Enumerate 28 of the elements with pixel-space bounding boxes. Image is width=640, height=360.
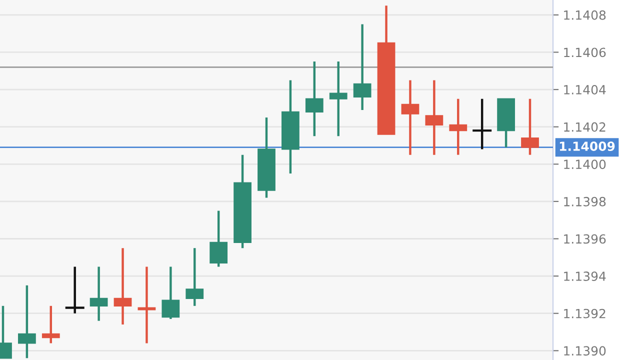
candlestick (425, 79, 444, 156)
y-tick-label: 1.1400 (564, 160, 606, 170)
y-tick-label: 1.1398 (564, 196, 606, 206)
candlestick (521, 98, 539, 156)
candlestick (162, 266, 180, 320)
candlestick (114, 246, 132, 326)
candlestick (65, 266, 84, 314)
candlestick (472, 98, 492, 150)
candlestick (186, 246, 204, 308)
y-tick-label: 1.1402 (564, 122, 606, 132)
y-tick-label: 1.1394 (564, 272, 606, 281)
candlestick (305, 60, 324, 138)
candlestick (449, 98, 468, 156)
candlestick (353, 23, 372, 112)
y-tick-label: 1.1404 (564, 85, 606, 94)
candlestick (90, 266, 108, 322)
y-tick-label: 1.1396 (564, 234, 606, 244)
candlestick (210, 210, 228, 268)
candlestick (138, 266, 156, 344)
candlestick (42, 304, 60, 344)
y-tick-label: 1.1392 (564, 308, 606, 318)
candlestick (18, 284, 36, 360)
candlestick (329, 60, 348, 138)
ref-line-label: 1.14009 (560, 142, 615, 151)
y-tick-label: 1.1408 (564, 10, 606, 20)
y-tick-label: 1.1406 (564, 48, 606, 58)
y-tick-label: 1.1390 (564, 346, 606, 356)
candlestick (401, 79, 420, 156)
